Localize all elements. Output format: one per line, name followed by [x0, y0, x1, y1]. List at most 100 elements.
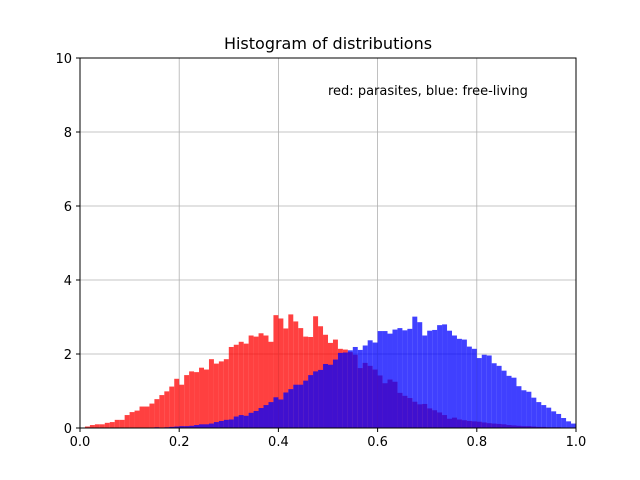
- blue-histogram-bar: [546, 407, 552, 428]
- blue-histogram-bar: [278, 399, 284, 428]
- red-histogram-bar: [189, 371, 195, 428]
- blue-histogram-bar: [377, 331, 383, 428]
- blue-histogram-bar: [248, 412, 254, 428]
- blue-histogram-bar: [521, 390, 527, 428]
- blue-histogram-bar: [516, 386, 522, 428]
- red-histogram-bar: [288, 314, 294, 428]
- blue-histogram-bar: [466, 346, 472, 428]
- red-histogram-bar: [223, 359, 229, 428]
- blue-histogram-bar: [313, 371, 319, 428]
- blue-histogram-bar: [347, 350, 353, 428]
- red-histogram-bar: [164, 391, 170, 428]
- blue-histogram-bar: [407, 328, 413, 428]
- blue-histogram-bar: [337, 352, 343, 428]
- red-histogram-bar: [84, 426, 90, 428]
- blue-histogram-bar: [476, 358, 482, 428]
- blue-histogram-bar: [427, 330, 433, 428]
- blue-histogram-bar: [357, 349, 363, 428]
- y-tick-label: 0: [64, 422, 72, 437]
- blue-histogram-bar: [417, 322, 423, 428]
- blue-histogram-bar: [342, 352, 348, 428]
- blue-histogram-bar: [412, 316, 418, 428]
- blue-histogram-bar: [501, 370, 507, 428]
- x-tick-label: 0.0: [70, 435, 91, 450]
- blue-histogram-bar: [392, 329, 398, 428]
- blue-histogram-bar: [243, 415, 249, 428]
- blue-histogram-bar: [288, 389, 294, 428]
- red-histogram-bar: [94, 424, 100, 428]
- blue-histogram-bar: [461, 339, 467, 428]
- blue-histogram-bar: [536, 402, 542, 428]
- red-histogram-bar: [119, 419, 125, 428]
- blue-histogram-bar: [571, 423, 576, 428]
- x-axis-ticks: 0.0 0.2 0.4 0.6 0.8 1.0: [70, 428, 587, 450]
- blue-histogram-bar: [382, 331, 388, 428]
- chart-title: Histogram of distributions: [224, 34, 432, 53]
- blue-histogram-bar: [372, 342, 378, 428]
- red-histogram-bar: [273, 315, 279, 428]
- blue-histogram-bar: [402, 330, 408, 428]
- blue-histogram-bar: [199, 424, 204, 428]
- red-histogram-bar: [208, 359, 214, 428]
- blue-histogram-bar: [526, 391, 532, 428]
- blue-histogram-bar: [367, 340, 373, 428]
- grid-lines: [79, 57, 577, 429]
- red-histogram-bar: [278, 318, 284, 428]
- blue-histogram-bar: [328, 364, 333, 428]
- red-histogram-bar: [204, 369, 209, 428]
- blue-histogram-bar: [561, 418, 567, 428]
- blue-histogram-bar: [283, 392, 289, 428]
- blue-histogram-bar: [213, 422, 219, 428]
- blue-histogram-bar: [179, 426, 185, 428]
- blue-histogram-bar: [204, 424, 209, 428]
- red-histogram-bar: [104, 422, 110, 428]
- blue-histogram-bar: [491, 363, 497, 428]
- blue-histogram-bar: [303, 380, 309, 428]
- blue-histogram-bar: [506, 375, 512, 428]
- blue-histogram-bar: [298, 384, 304, 428]
- blue-histogram-bar: [263, 405, 269, 428]
- x-tick-label: 1.0: [566, 435, 587, 450]
- blue-histogram-bar: [471, 348, 477, 428]
- blue-histogram-bar: [189, 425, 195, 428]
- blue-histogram-bar: [273, 397, 279, 428]
- blue-histogram-bar: [486, 355, 492, 428]
- blue-histogram-bar: [442, 324, 448, 428]
- red-histogram-bar: [184, 375, 190, 428]
- red-histogram-bar: [228, 346, 234, 428]
- red-histogram-bar: [199, 367, 204, 428]
- blue-histogram-bar: [566, 421, 572, 428]
- blue-histogram-bar: [253, 410, 259, 428]
- red-histogram-bar: [218, 361, 224, 428]
- x-tick-label: 0.8: [466, 435, 487, 450]
- y-tick-label: 4: [64, 274, 72, 289]
- blue-histogram-bar: [228, 419, 234, 428]
- red-histogram-bar: [124, 415, 130, 428]
- blue-histogram-bar: [447, 330, 452, 428]
- red-histogram-bar: [159, 395, 165, 428]
- blue-histogram-bar: [531, 397, 537, 428]
- blue-histogram-bar: [238, 415, 244, 428]
- x-tick-label: 0.4: [268, 435, 289, 450]
- blue-histogram-bar: [268, 402, 274, 428]
- blue-histogram-bar: [308, 375, 314, 428]
- blue-histogram-bar: [496, 365, 502, 428]
- blue-histogram-bar: [556, 413, 562, 428]
- y-tick-label: 6: [64, 200, 72, 215]
- y-axis-ticks: 0 2 4 6 8 10: [55, 52, 80, 437]
- blue-histogram-bar: [352, 346, 358, 428]
- blue-histogram-bar: [422, 335, 428, 428]
- red-histogram-bar: [149, 403, 155, 428]
- legend-annotation: red: parasites, blue: free-living: [328, 84, 528, 99]
- blue-histogram-bar: [169, 426, 175, 428]
- blue-histogram-bar: [481, 354, 487, 428]
- red-histogram-bar: [194, 372, 200, 428]
- blue-histogram-bar: [511, 377, 517, 428]
- red-histogram-bar: [134, 410, 140, 428]
- red-histogram-bar: [298, 328, 304, 428]
- blue-histogram-bar: [387, 333, 393, 428]
- blue-histogram-bar: [432, 329, 438, 428]
- plot-frame: [79, 57, 577, 429]
- red-histogram-bar: [263, 335, 269, 428]
- blue-histogram-bar: [551, 411, 557, 428]
